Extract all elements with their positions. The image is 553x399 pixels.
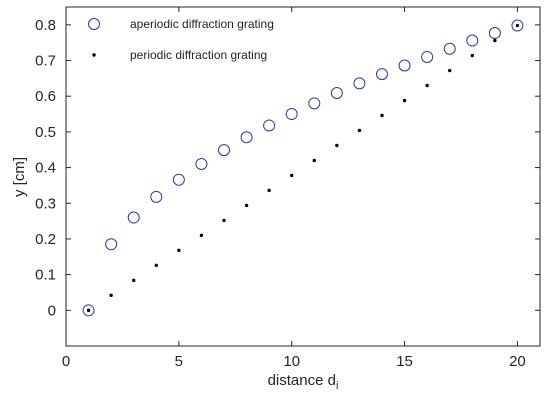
aperiodic-point <box>105 238 118 251</box>
periodic-point <box>312 158 316 163</box>
periodic-point <box>402 98 407 103</box>
periodic-point <box>448 68 452 73</box>
aperiodic-point <box>376 68 388 81</box>
x-tick-label: 10 <box>283 353 300 370</box>
x-tick-label: 5 <box>175 353 183 370</box>
aperiodic-point <box>82 304 95 317</box>
aperiodic-point <box>330 86 343 99</box>
aperiodic-point <box>421 50 434 63</box>
aperiodic-point <box>511 19 524 32</box>
y-tick-label: 0.1 <box>35 267 56 284</box>
periodic-point <box>222 218 226 223</box>
legend-marker-periodic <box>92 53 96 57</box>
aperiodic-point <box>172 173 185 186</box>
x-tick-label: 20 <box>509 353 526 370</box>
y-tick-label: 0.5 <box>35 124 56 141</box>
aperiodic-point <box>285 108 298 121</box>
x-axis-label-main: distance d <box>268 372 336 389</box>
periodic-point <box>177 248 181 253</box>
x-axis-label: distance di <box>268 372 339 392</box>
aperiodic-point <box>443 42 456 55</box>
periodic-point <box>267 188 271 193</box>
y-tick-label: 0.8 <box>35 17 56 34</box>
y-tick-label: 0.4 <box>35 160 56 177</box>
aperiodic-point <box>150 190 163 203</box>
y-tick-label: 0 <box>48 302 56 319</box>
aperiodic-point <box>308 97 321 110</box>
periodic-point <box>335 143 339 148</box>
aperiodic-point <box>263 119 276 132</box>
legend: aperiodic diffraction grating periodic d… <box>88 17 274 62</box>
periodic-point <box>493 38 497 43</box>
aperiodic-point <box>488 27 501 40</box>
y-axis-ticks: 0 0.1 0.2 0.3 0.4 0.5 0.6 0.7 0.8 <box>35 17 540 319</box>
periodic-point <box>290 173 294 178</box>
plot-area <box>65 6 541 347</box>
x-axis-label-subscript: i <box>336 380 338 392</box>
y-tick-label: 0.6 <box>35 88 56 105</box>
x-axis-ticks: 0 5 10 15 20 <box>62 7 526 370</box>
aperiodic-point <box>353 77 366 90</box>
aperiodic-point <box>466 34 479 47</box>
periodic-point <box>109 293 113 298</box>
x-tick-label: 15 <box>396 353 413 370</box>
periodic-point <box>357 128 362 133</box>
x-tick-label: 0 <box>62 353 70 370</box>
periodic-point <box>244 203 249 208</box>
aperiodic-point <box>218 144 230 157</box>
periodic-point <box>199 233 204 238</box>
y-tick-label: 0.2 <box>35 231 56 248</box>
aperiodic-point <box>127 211 140 224</box>
periodic-point <box>86 308 91 313</box>
aperiodic-point <box>398 59 411 72</box>
periodic-point <box>154 263 158 268</box>
y-tick-label: 0.3 <box>35 195 56 212</box>
y-axis-label: y [cm] <box>11 157 28 197</box>
legend-label-periodic: periodic diffraction grating <box>130 48 267 62</box>
aperiodic-point <box>195 158 208 171</box>
periodic-point <box>132 278 136 283</box>
periodic-point <box>515 23 520 28</box>
legend-marker-aperiodic <box>88 18 100 30</box>
data-marks <box>82 19 524 317</box>
periodic-point <box>380 113 384 118</box>
aperiodic-point <box>240 131 253 144</box>
legend-label-aperiodic: aperiodic diffraction grating <box>130 17 274 31</box>
periodic-point <box>425 83 429 88</box>
periodic-point <box>470 53 474 58</box>
y-tick-label: 0.7 <box>35 53 56 70</box>
